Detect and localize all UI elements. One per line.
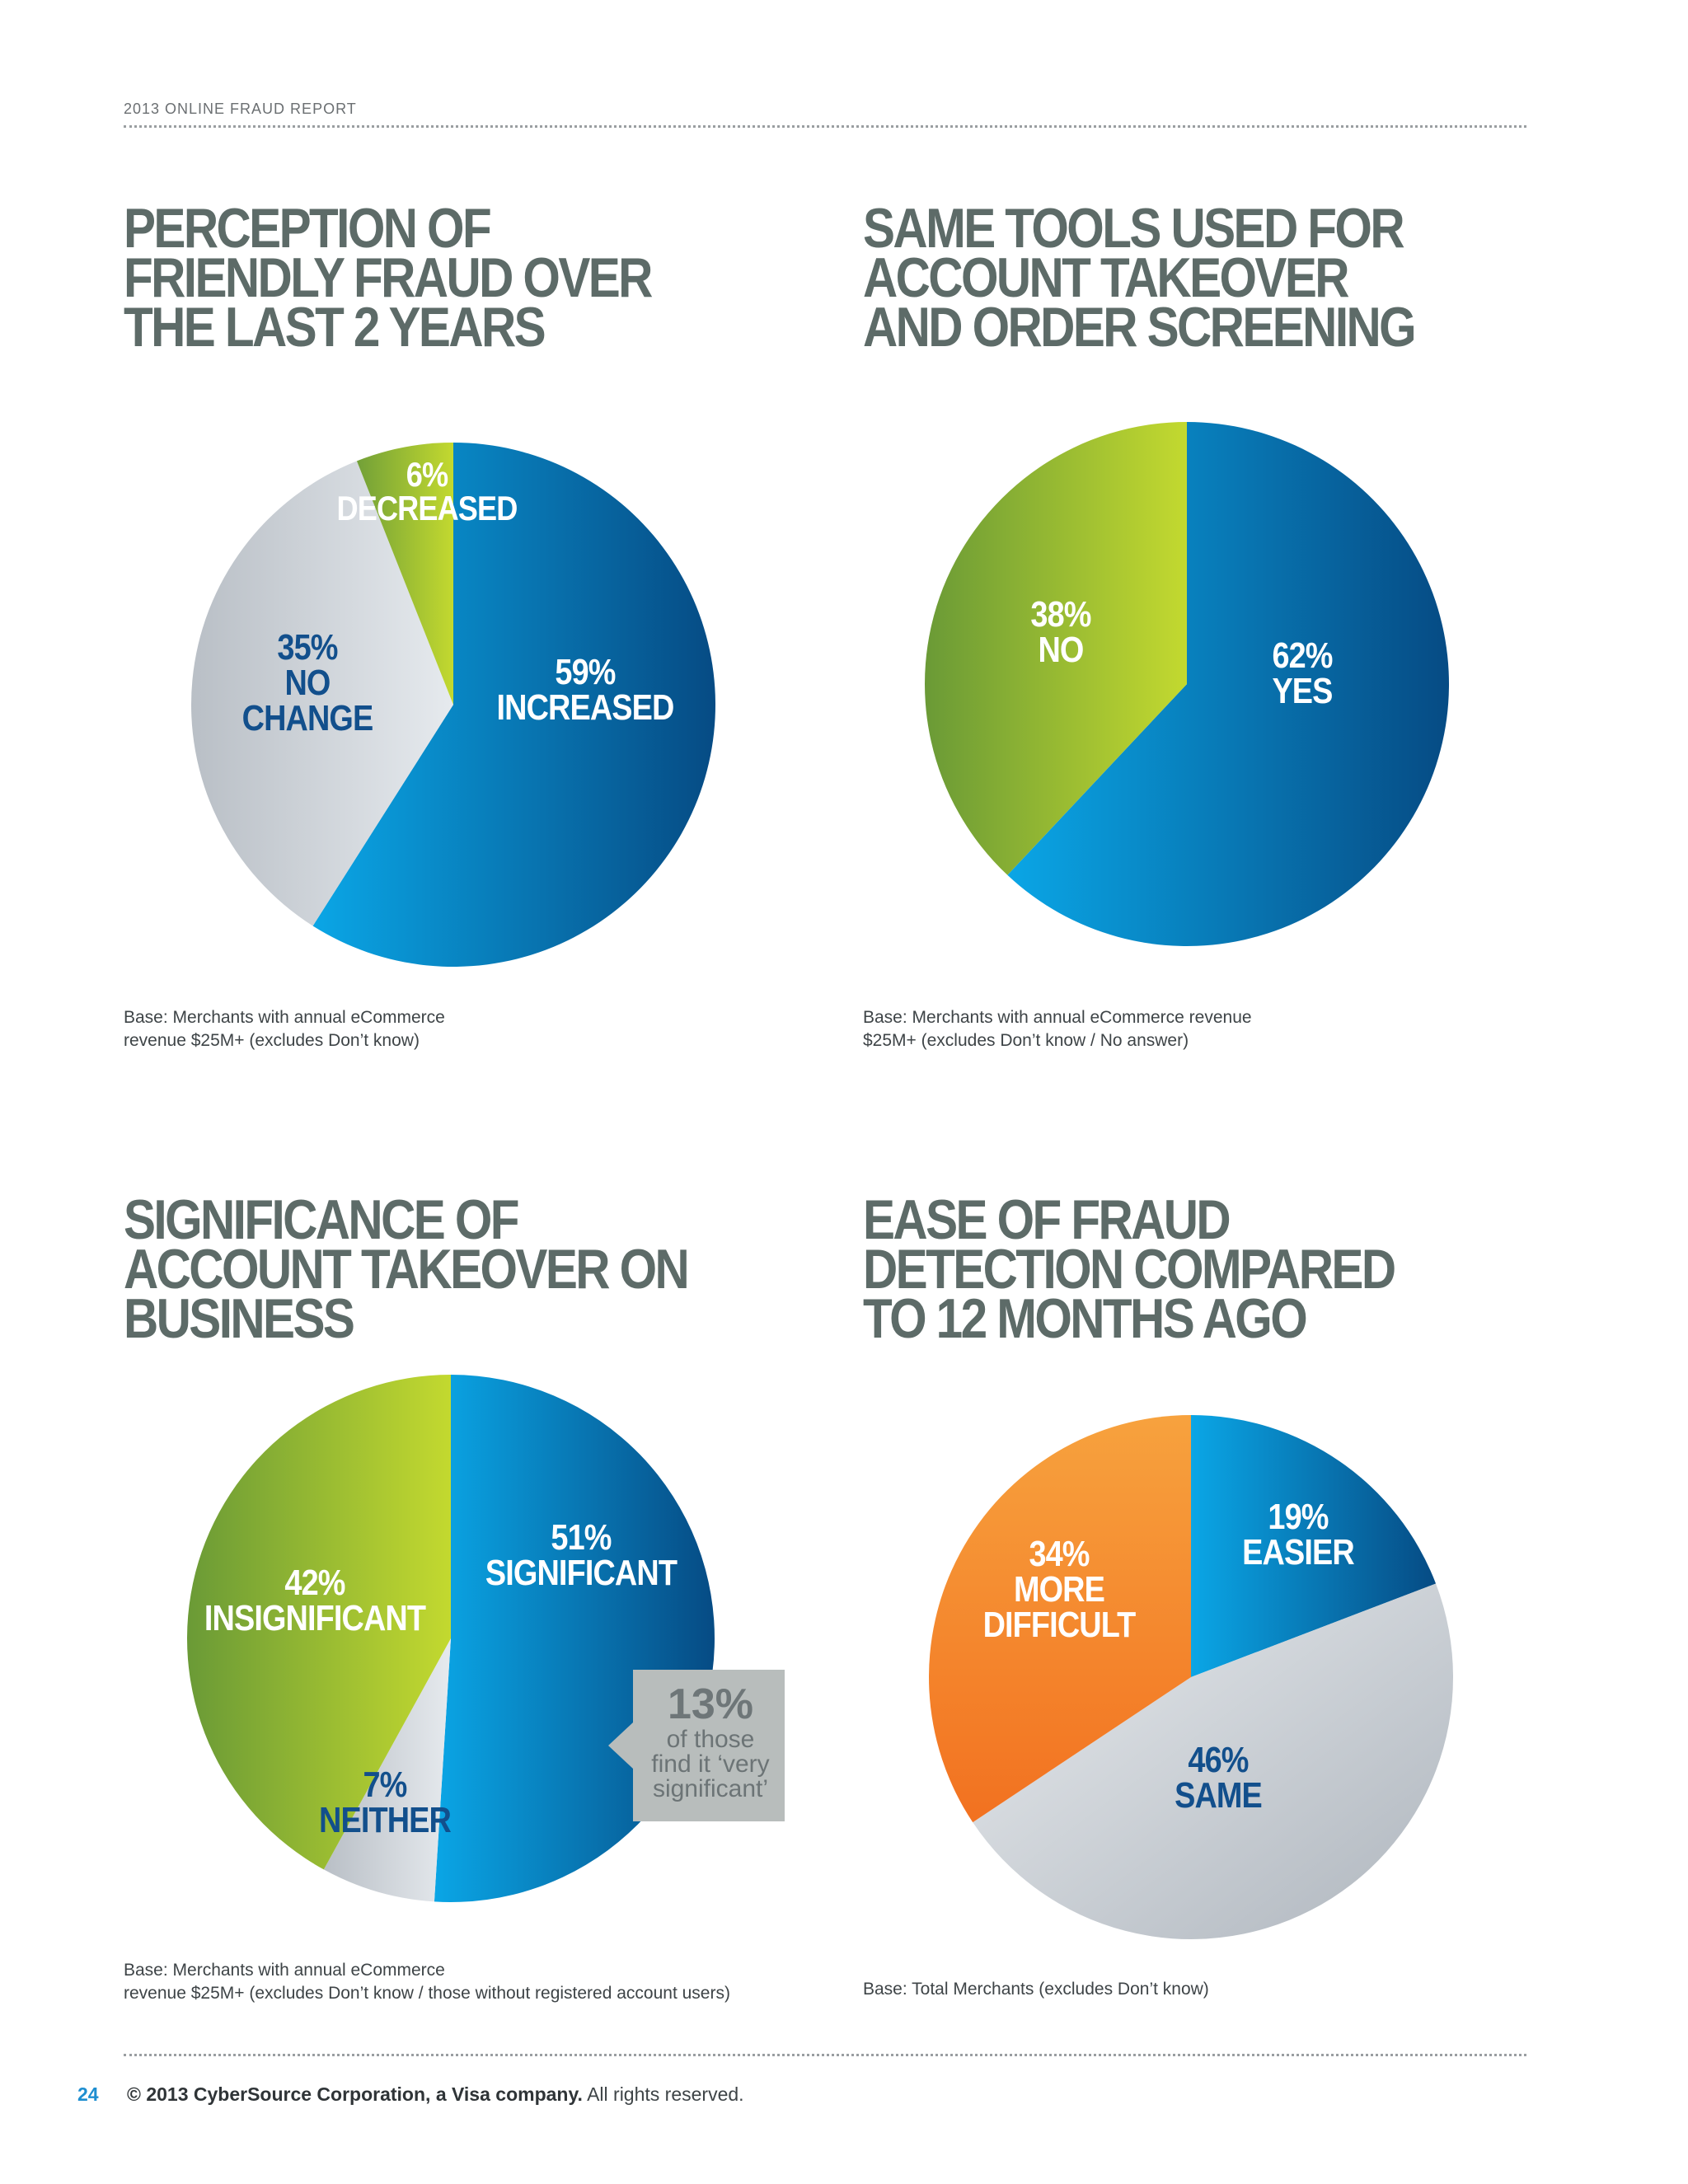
slice-value-label: 34% [1029,1533,1090,1573]
slice-value-label: 46% [1188,1739,1249,1779]
pie-slice-yes [1007,422,1450,946]
slice-value-label: 35% [277,626,338,667]
base-note-ease-of-detection: Base: Total Merchants (excludes Don’t kn… [863,1978,1209,2001]
slice-name-label: MORE [1014,1568,1104,1609]
base-note-line: $25M+ (excludes Don’t know / No answer) [863,1031,1189,1050]
base-note-line: Base: Merchants with annual eCommerce [124,1008,445,1027]
base-note-line: Base: Merchants with annual eCommerce re… [863,1008,1252,1027]
chart-title-account-takeover: SIGNIFICANCE OF ACCOUNT TAKEOVER ON BUSI… [124,1188,690,1350]
slice-name-label: SAME [1175,1774,1262,1815]
slice-name-label: NEITHER [319,1799,451,1840]
slice-value-label: 62% [1272,635,1333,675]
base-note-line: Base: Merchants with annual eCommerce [124,1961,445,1980]
slice-name-label: INCREASED [496,687,673,727]
footer: 24 © 2013 CyberSource Corporation, a Vis… [77,2083,744,2106]
report-header: 2013 ONLINE FRAUD REPORT [124,101,357,117]
pie-slice-more-difficult [929,1415,1191,1823]
slice-value-label: 59% [555,651,616,691]
base-note-line: Base: Total Merchants (excludes Don’t kn… [863,1980,1209,1999]
chart-title-same-tools: SAME TOOLS USED FOR ACCOUNT TAKEOVER AND… [863,197,1417,359]
base-note-line: revenue $25M+ (excludes Don’t know / tho… [124,1984,730,2003]
slice-name-label: EASIER [1242,1531,1354,1572]
slice-value-label: 42% [284,1562,345,1602]
callout-arrow-box [608,1670,785,1821]
very-significant-callout: 13% of those find it ‘very significant’ [608,1670,785,1821]
copyright: © 2013 CyberSource Corporation, a Visa c… [126,2083,583,2105]
pie-slice-no-change [191,461,453,926]
slice-name-label: YES [1272,670,1332,710]
footer-divider [124,2054,1526,2056]
pie-slice-neither [323,1638,451,1902]
slice-name-label: NO [284,662,330,702]
pie-slice-insignificant [186,1375,451,1870]
callout-text-line: of those [666,1726,755,1753]
callout-text-line: significant’ [652,1775,769,1802]
page-number: 24 [77,2083,99,2105]
slice-name-label: DECREASED [337,490,518,528]
base-note-same-tools: Base: Merchants with annual eCommerce re… [863,1006,1252,1052]
header-divider [124,125,1526,128]
slice-name-label: DIFFICULT [983,1605,1137,1645]
slice-value-label: 51% [551,1516,612,1557]
slice-value-label: 6% [406,457,448,494]
base-note-friendly-fraud: Base: Merchants with annual eCommerce re… [124,1006,445,1052]
callout-text-line: find it ‘very [651,1750,770,1778]
pie-slice-same [973,1583,1453,1940]
slice-value-label: 19% [1268,1496,1329,1536]
rights-text: All rights reserved. [587,2083,744,2105]
slice-name-label: NO [1038,629,1083,669]
chart-title-ease-of-detection: EASE OF FRAUD DETECTION COMPARED TO 12 M… [863,1188,1396,1350]
pie-slice-easier [1191,1415,1437,1677]
base-note-line: revenue $25M+ (excludes Don’t know) [124,1031,420,1050]
slice-name-label: INSIGNIFICANT [204,1597,426,1638]
callout-value: 13% [667,1680,754,1728]
slice-value-label: 38% [1030,593,1091,634]
slice-value-label: 7% [363,1764,407,1804]
chart-title-friendly-fraud: PERCEPTION OF FRIENDLY FRAUD OVER THE LA… [124,197,653,359]
slice-name-label: SIGNIFICANT [485,1552,678,1592]
pie-slice-decreased [356,443,453,705]
pie-slice-increased [312,443,715,967]
pie-slice-no [925,422,1187,875]
slice-name-label: CHANGE [242,698,373,738]
base-note-account-takeover: Base: Merchants with annual eCommerce re… [124,1959,730,2005]
